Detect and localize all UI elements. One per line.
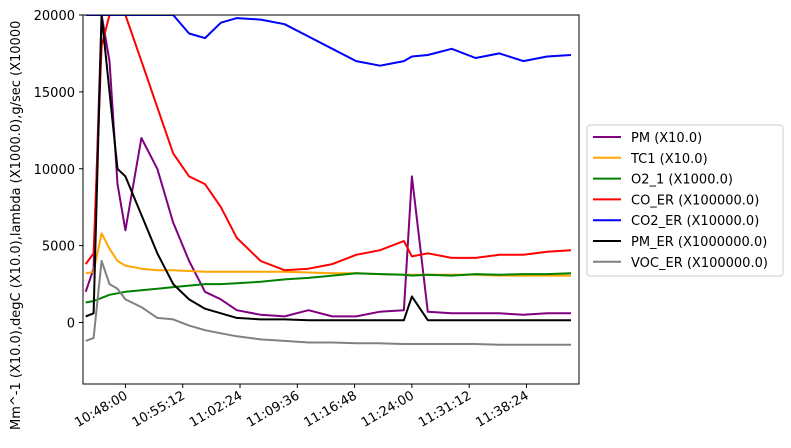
y-tick-label: 20000 <box>34 9 75 24</box>
series-line-3 <box>84 15 572 272</box>
legend-label: CO2_ER (X10000.0) <box>631 214 759 229</box>
legend-label: VOC_ER (X100000.0) <box>631 256 768 271</box>
series-line-2 <box>85 272 572 304</box>
y-tick-label: 0 <box>67 317 75 332</box>
y-tick-label: 10000 <box>34 163 75 178</box>
x-tick-label: 11:24:00 <box>359 388 417 430</box>
x-tick-label: 11:02:24 <box>187 388 245 430</box>
x-tick-label: 11:31:12 <box>416 388 474 430</box>
series-line-6 <box>85 260 571 346</box>
legend-box <box>586 124 784 277</box>
y-tick-label: 5000 <box>42 240 75 255</box>
legend-label: TC1 (X10.0) <box>630 152 708 167</box>
x-tick-label: 11:38:24 <box>473 388 531 430</box>
series-line-0 <box>84 15 571 318</box>
x-tick-label: 11:09:36 <box>244 388 302 430</box>
legend-label: PM_ER (X1000000.0) <box>631 235 767 250</box>
y-tick-label: 15000 <box>34 86 75 101</box>
x-tick-label: 10:48:00 <box>72 388 130 430</box>
y-axis: 0 5000 10000 15000 20000 <box>34 9 83 332</box>
legend: PM (X10.0) TC1 (X10.0) O2_1 (X1000.0) CO_ER… <box>586 124 784 277</box>
plot-lines <box>84 15 572 346</box>
legend-label: PM (X10.0) <box>631 131 702 146</box>
legend-label: CO_ER (X100000.0) <box>631 193 759 208</box>
series-line-4 <box>85 15 572 67</box>
legend-label: O2_1 (X1000.0) <box>631 173 733 188</box>
x-tick-label: 11:16:48 <box>302 388 360 430</box>
plot-frame <box>82 14 580 385</box>
series-line-5 <box>85 15 571 322</box>
x-axis: 10:48:00 10:55:12 11:02:24 11:09:36 11:16:48… <box>72 384 531 431</box>
y-axis-label: Mm^-1 (X10.0),degC (X10.0),lambda (X1000… <box>9 21 24 430</box>
x-tick-label: 10:55:12 <box>130 388 188 430</box>
